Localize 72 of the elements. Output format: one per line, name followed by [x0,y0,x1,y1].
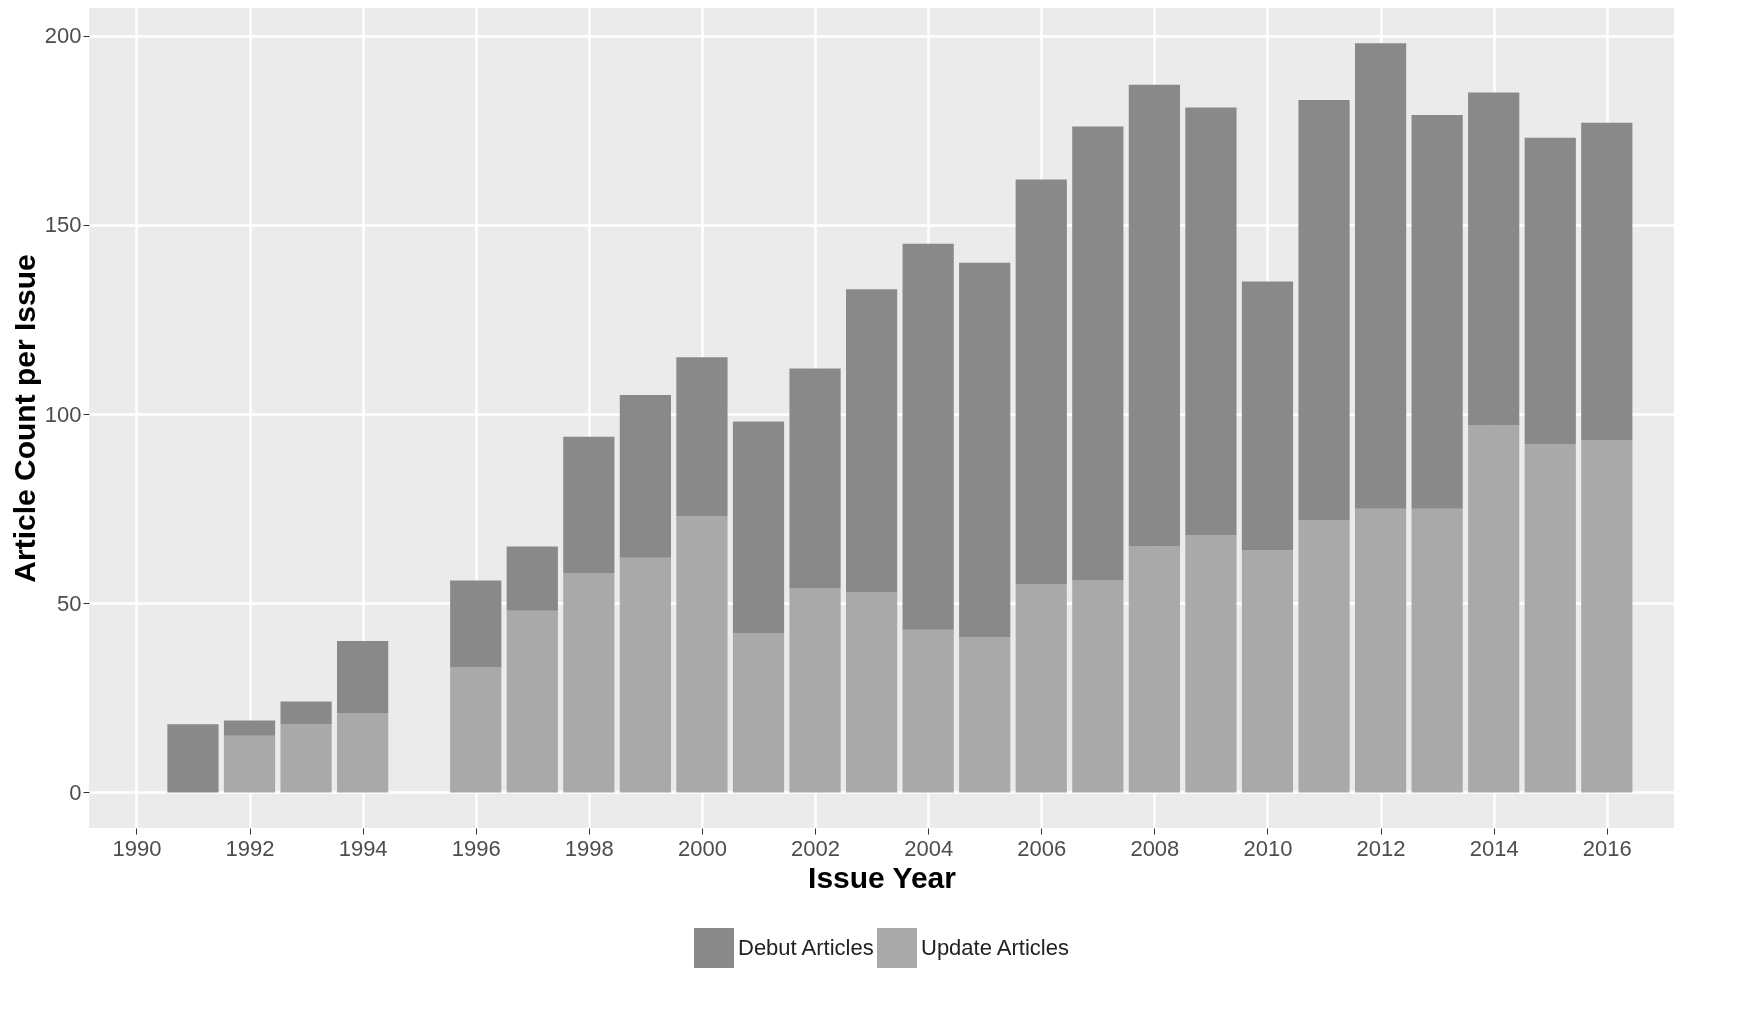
bar [337,712,389,793]
x-tick-label: 1998 [564,835,614,861]
y-tick-label: 50 [57,590,82,616]
y-tick-label: 200 [44,23,82,49]
bar [1411,508,1463,793]
legend-label: Debut Articles [738,935,874,960]
legend-label: Update Articles [921,935,1069,960]
y-tick-label: 150 [44,212,82,238]
bar [1581,440,1633,793]
bar [732,421,785,634]
bar [1128,546,1180,793]
bar [1468,92,1520,426]
x-tick-label: 2002 [791,835,841,861]
bar [223,720,276,736]
bar [1128,84,1180,547]
x-tick-label: 2010 [1243,835,1293,861]
x-tick-label: 2012 [1356,835,1406,861]
x-tick-label: 1996 [451,835,501,861]
bar [959,637,1011,793]
bar [280,724,332,793]
bar [845,289,898,592]
bar [1581,122,1633,441]
bar [563,572,615,793]
x-tick-label: 2014 [1469,835,1519,861]
bar [845,591,898,793]
bar [280,701,332,725]
bar [450,580,502,668]
x-tick-label: 2004 [904,835,954,861]
x-tick-label: 2016 [1582,835,1632,861]
bar [789,588,841,793]
bar [1411,115,1463,509]
bar [506,546,558,611]
y-tick-label: 100 [44,401,82,427]
bar [337,641,389,713]
bar [676,516,728,793]
x-tick-label: 2008 [1130,835,1180,861]
bar [959,262,1011,638]
bar [1072,126,1124,581]
bar [732,633,785,793]
x-tick-label: 1990 [112,835,162,861]
bar [1298,99,1350,520]
bar [902,243,954,630]
bar [676,357,728,517]
bar [1241,281,1294,551]
x-tick-label: 1994 [338,835,388,861]
bar [1468,425,1520,793]
bar [1015,584,1067,793]
bar [1185,107,1237,536]
x-axis-title: Issue Year [808,860,957,894]
bar [1241,550,1294,793]
bar [1072,580,1124,793]
x-tick-label: 2006 [1017,835,1067,861]
bar [506,610,558,793]
bar [1354,43,1407,509]
bar [619,395,671,558]
x-tick-label: 2000 [677,835,727,861]
bar [1185,535,1237,793]
bar [902,629,954,793]
bar [450,667,502,793]
y-axis-title: Article Count per Issue [7,254,41,583]
bar [563,436,615,573]
bar [223,735,276,793]
bar [1354,508,1407,793]
bar [1298,519,1350,793]
bar [1015,179,1067,585]
x-tick-label: 1992 [225,835,275,861]
bar [167,724,219,793]
bar [1524,137,1576,445]
bar [619,557,671,793]
y-tick-label: 0 [69,779,82,805]
bar [1524,444,1576,793]
bar [789,368,841,589]
